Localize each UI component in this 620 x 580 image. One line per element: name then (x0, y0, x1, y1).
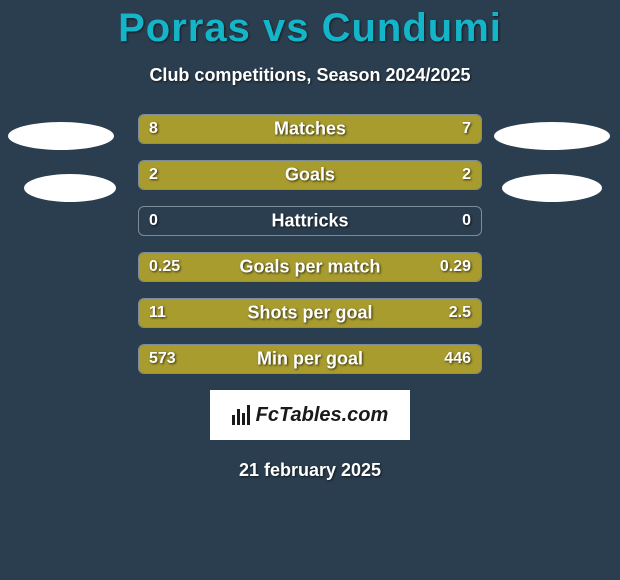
value-right: 2 (462, 166, 471, 184)
value-right: 0 (462, 212, 471, 230)
value-left: 573 (149, 350, 176, 368)
decor-oval-1 (24, 174, 116, 202)
stat-label: Min per goal (257, 349, 363, 370)
stat-label: Goals per match (239, 257, 380, 278)
stat-label: Matches (274, 119, 346, 140)
bars-icon (232, 405, 250, 425)
value-right: 2.5 (449, 304, 471, 322)
value-left: 0.25 (149, 258, 180, 276)
value-right: 7 (462, 120, 471, 138)
stat-label: Goals (285, 165, 335, 186)
stat-row: 0.25 0.29 Goals per match (138, 252, 482, 282)
decor-oval-0 (8, 122, 114, 150)
stat-row: 2 2 Goals (138, 160, 482, 190)
value-right: 446 (444, 350, 471, 368)
stat-label: Shots per goal (247, 303, 372, 324)
value-left: 11 (149, 304, 166, 322)
value-left: 8 (149, 120, 158, 138)
date-text: 21 february 2025 (0, 460, 620, 481)
value-left: 0 (149, 212, 158, 230)
comparison-chart: 8 7 Matches 2 2 Goals 0 0 Hattricks 0.25 0.29 Goals… (0, 114, 620, 374)
subtitle: Club competitions, Season 2024/2025 (0, 65, 620, 86)
stat-label: Hattricks (271, 211, 348, 232)
stat-row: 11 2.5 Shots per goal (138, 298, 482, 328)
value-right: 0.29 (440, 258, 471, 276)
decor-oval-3 (502, 174, 602, 202)
stat-row: 8 7 Matches (138, 114, 482, 144)
bar-right (310, 161, 481, 189)
logo-box: FcTables.com (210, 390, 410, 440)
stat-row: 0 0 Hattricks (138, 206, 482, 236)
decor-oval-2 (494, 122, 610, 150)
stat-row: 573 446 Min per goal (138, 344, 482, 374)
value-left: 2 (149, 166, 158, 184)
logo-text: FcTables.com (256, 404, 389, 427)
page-title: Porras vs Cundumi (0, 0, 620, 51)
